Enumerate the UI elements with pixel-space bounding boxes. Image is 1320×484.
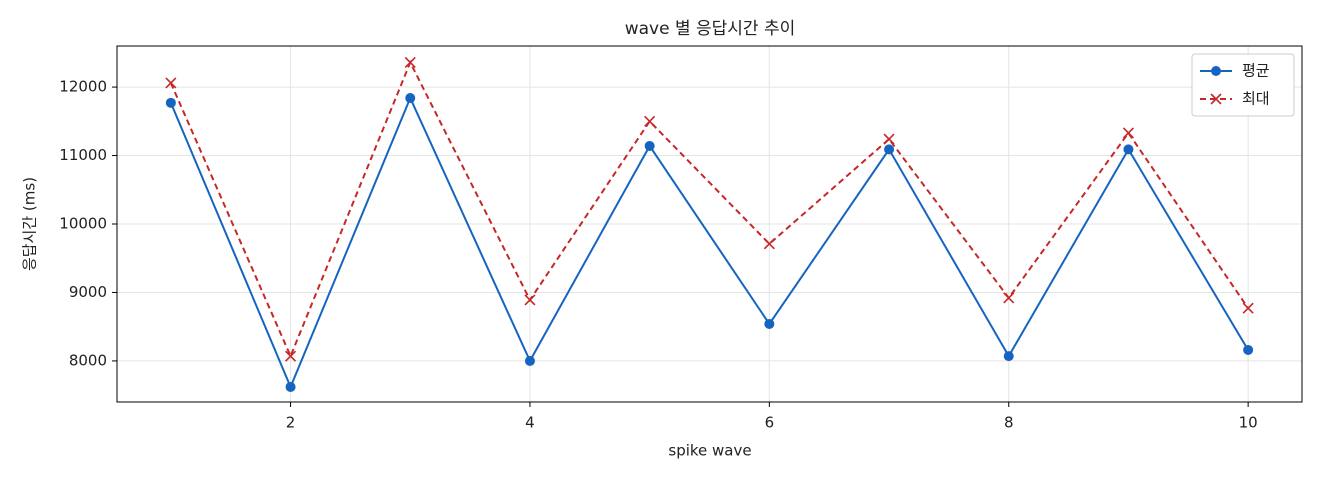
series-line xyxy=(169,95,1249,390)
point xyxy=(1122,127,1135,139)
legend-label: 평균 xyxy=(1242,62,1270,80)
point xyxy=(1003,351,1014,362)
point xyxy=(1003,292,1015,304)
point xyxy=(284,350,297,362)
legend-marker xyxy=(1210,93,1222,105)
point xyxy=(1123,144,1134,155)
point xyxy=(764,318,775,329)
point xyxy=(524,355,535,366)
point xyxy=(1242,302,1254,314)
x-tick-label: 2 xyxy=(286,414,296,432)
x-tick-label: 8 xyxy=(1004,414,1014,432)
point xyxy=(285,381,296,392)
x-tick-label: 6 xyxy=(765,414,775,432)
series-line xyxy=(169,60,1249,359)
x-axis-label: spike wave xyxy=(668,442,751,460)
point xyxy=(165,77,177,89)
y-tick-label: 11000 xyxy=(59,146,107,164)
point xyxy=(644,140,655,151)
point xyxy=(644,115,656,127)
y-axis-label: 응답시간 (ms) xyxy=(21,177,39,271)
legend-marker xyxy=(1211,66,1221,76)
point xyxy=(884,144,895,155)
point xyxy=(883,133,895,145)
plot-frame xyxy=(116,45,1303,403)
point xyxy=(165,97,176,108)
point xyxy=(404,56,416,68)
chart-title: wave 별 응답시간 추이 xyxy=(625,19,796,39)
point xyxy=(524,294,536,306)
y-tick-label: 9000 xyxy=(69,283,107,301)
x-tick-label: 10 xyxy=(1239,414,1258,432)
point xyxy=(763,238,775,250)
point xyxy=(1243,344,1254,355)
y-tick-label: 10000 xyxy=(59,215,107,233)
y-tick-label: 8000 xyxy=(69,351,107,369)
legend-label: 최대 xyxy=(1242,90,1270,108)
x-tick-label: 4 xyxy=(525,414,535,432)
point xyxy=(405,93,416,104)
y-tick-label: 12000 xyxy=(59,78,107,96)
